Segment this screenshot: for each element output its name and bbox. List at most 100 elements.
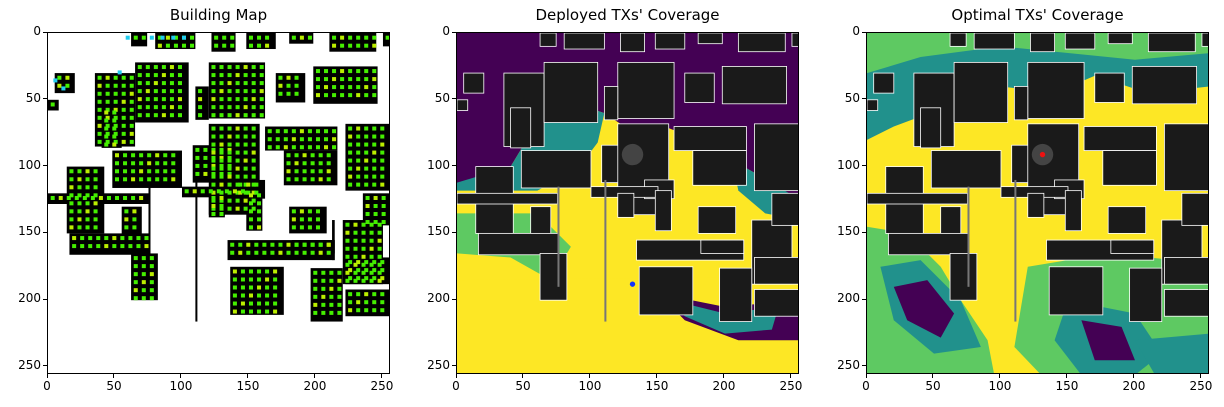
marker xyxy=(310,242,315,247)
marker xyxy=(369,270,374,275)
marker xyxy=(93,185,98,190)
marker xyxy=(340,85,345,90)
marker xyxy=(149,272,154,277)
marker xyxy=(211,174,216,179)
marker xyxy=(208,189,213,194)
marker xyxy=(227,81,232,86)
marker xyxy=(364,77,369,82)
marker xyxy=(302,242,307,247)
marker xyxy=(137,105,142,110)
marker xyxy=(145,65,150,70)
marker xyxy=(345,254,350,259)
marker xyxy=(235,81,240,86)
marker xyxy=(211,73,216,78)
marker xyxy=(114,195,120,200)
marker xyxy=(356,35,361,40)
marker xyxy=(113,107,118,112)
marker xyxy=(361,254,366,259)
marker xyxy=(265,35,270,40)
marker xyxy=(265,277,270,282)
marker xyxy=(90,195,95,200)
marker xyxy=(294,161,299,166)
marker xyxy=(294,153,299,158)
marker xyxy=(137,113,142,118)
marker xyxy=(348,182,353,187)
marker xyxy=(364,166,369,171)
marker xyxy=(257,309,262,314)
building xyxy=(1147,33,1196,53)
marker xyxy=(251,126,256,131)
marker xyxy=(141,264,146,269)
marker xyxy=(137,89,142,94)
marker xyxy=(348,134,353,139)
marker xyxy=(372,35,377,40)
marker xyxy=(124,209,129,214)
marker xyxy=(153,113,158,118)
marker xyxy=(153,89,158,94)
marker xyxy=(302,177,307,182)
y-tick-label: 250 xyxy=(18,357,41,372)
marker xyxy=(169,81,174,86)
marker xyxy=(121,123,126,128)
marker xyxy=(380,308,385,313)
building xyxy=(520,150,592,189)
x-tick xyxy=(1200,374,1202,378)
marker xyxy=(144,244,149,249)
x-tick xyxy=(999,374,1001,378)
marker xyxy=(235,206,240,211)
marker xyxy=(240,293,245,298)
marker xyxy=(104,118,109,123)
marker xyxy=(129,107,134,112)
marker xyxy=(121,75,126,80)
marker xyxy=(259,89,264,94)
marker xyxy=(356,126,361,131)
y-tick-label: 200 xyxy=(18,291,41,306)
marker xyxy=(243,150,248,155)
marker xyxy=(348,142,353,147)
marker xyxy=(235,105,240,110)
marker xyxy=(356,93,361,98)
marker xyxy=(257,35,262,40)
marker xyxy=(243,81,248,86)
y-tick-label: 150 xyxy=(18,224,41,239)
marker xyxy=(181,43,187,48)
marker xyxy=(85,177,90,182)
marker xyxy=(149,296,154,301)
marker xyxy=(348,308,353,313)
marker xyxy=(364,158,369,163)
marker xyxy=(321,286,326,291)
marker xyxy=(129,91,134,96)
marker xyxy=(211,81,216,86)
marker xyxy=(273,301,278,306)
marker xyxy=(129,99,134,104)
marker xyxy=(259,97,264,102)
marker xyxy=(169,105,174,110)
marker xyxy=(254,190,259,195)
building xyxy=(1027,61,1085,119)
marker xyxy=(112,142,117,147)
wall xyxy=(557,186,560,287)
marker xyxy=(286,91,291,96)
marker xyxy=(161,97,166,102)
marker xyxy=(227,182,232,187)
marker xyxy=(364,268,369,273)
marker xyxy=(273,277,278,282)
marker xyxy=(195,155,200,160)
y-tick xyxy=(452,298,456,300)
marker xyxy=(299,225,304,230)
marker xyxy=(278,250,283,255)
marker xyxy=(369,230,374,235)
marker xyxy=(219,198,224,203)
building xyxy=(1164,123,1208,192)
marker xyxy=(262,242,267,247)
marker xyxy=(294,83,299,88)
marker xyxy=(364,300,369,305)
marker xyxy=(265,43,270,48)
marker xyxy=(302,250,307,255)
marker xyxy=(139,153,144,158)
marker xyxy=(318,177,323,182)
marker xyxy=(123,177,128,182)
marker xyxy=(364,126,369,131)
marker-cyan xyxy=(149,35,154,40)
marker xyxy=(93,193,98,198)
